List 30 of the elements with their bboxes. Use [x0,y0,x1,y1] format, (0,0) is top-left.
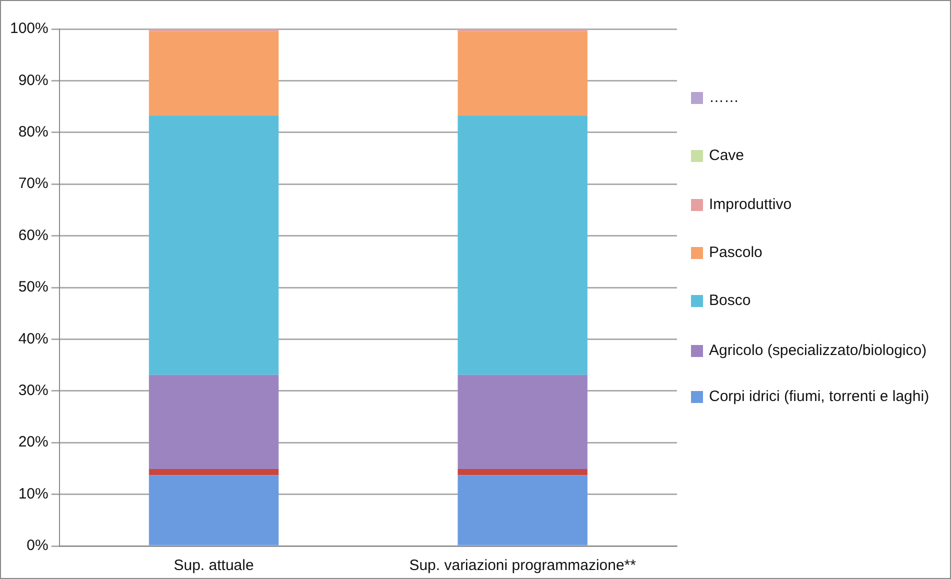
legend-label: Bosco [709,291,751,311]
y-tick-label: 50% [18,278,48,296]
y-tick-label: 70% [18,175,48,192]
bar [148,475,279,546]
y-tick-label: 0% [26,537,48,554]
y-tick-label: 60% [18,226,48,244]
y-tick-label: 40% [18,330,48,348]
bar [458,475,588,546]
y-tick-label: 30% [18,382,48,400]
x-tick-label: Sup. variazioni programmazione** [409,557,636,574]
bar [148,374,279,469]
y-tick-label: 20% [18,434,48,451]
bar [458,468,588,476]
y-tick-label: 90% [18,72,48,89]
legend-label: Cave [709,146,744,166]
y-tick-label: 80% [18,124,48,141]
bar [458,115,588,375]
bar [458,374,588,469]
y-tick-label: 10% [18,485,48,502]
legend-label: …… [709,88,739,108]
legend-label: Pascolo [709,243,762,263]
legend-label: Agricolo (specializzato/biologico) [709,341,927,361]
y-tick-label: 100% [10,20,48,38]
bar [458,31,588,116]
bar [148,468,279,476]
legend-label: Corpi idrici (fiumi, torrenti e laghi) [709,387,930,407]
legend-label: Improduttivo [709,195,792,215]
bar [148,115,279,375]
x-tick-label: Sup. attuale [174,557,254,574]
bar [148,31,279,116]
